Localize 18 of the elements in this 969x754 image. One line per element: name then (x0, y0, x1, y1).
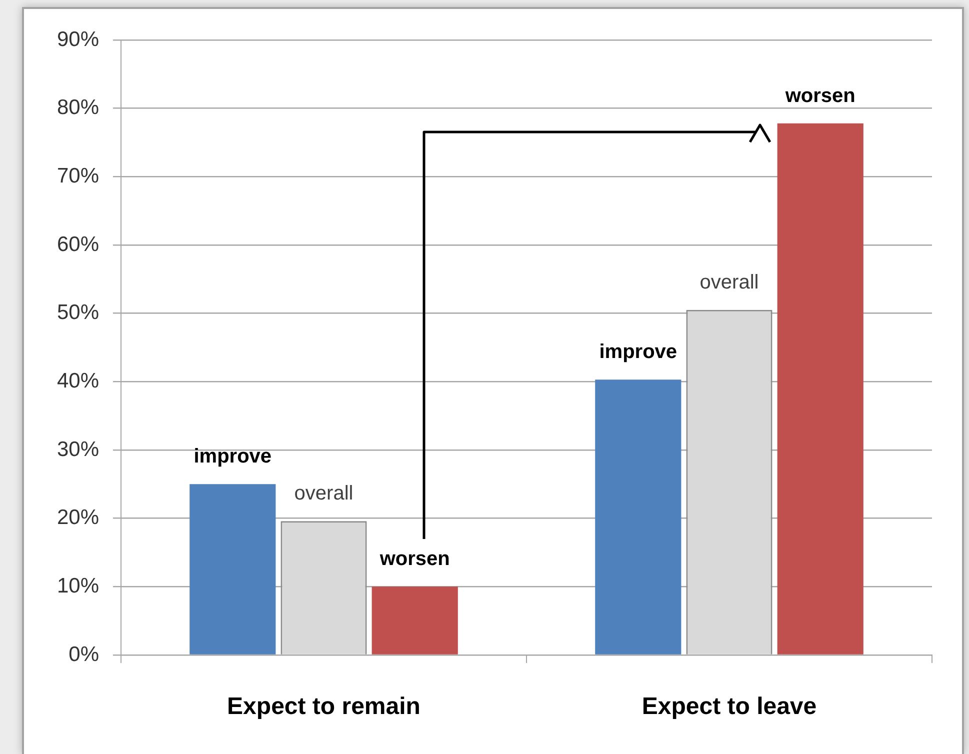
y-tick-label: 10% (56, 574, 99, 598)
y-tick-label: 50% (56, 301, 99, 324)
y-tick-label: 80% (56, 96, 99, 120)
x-tick-label: Expect to leave (642, 693, 817, 720)
y-tick-label: 20% (56, 506, 99, 530)
series-label: worsen (784, 84, 856, 107)
text: overall (294, 482, 354, 505)
y-tick-label: 90% (56, 28, 99, 51)
x-tick-label: Expect to remain (227, 693, 420, 720)
y-tick-label: 60% (56, 232, 99, 256)
text: worsen (380, 548, 450, 570)
series-label: improve (194, 446, 272, 468)
y-tick-label: 70% (56, 164, 99, 188)
y-tick-label: 30% (56, 438, 99, 461)
y-tick-label: 40% (56, 369, 99, 392)
text: improve (599, 341, 678, 364)
y-tick-label: 0% (68, 642, 99, 666)
series-label: overall (700, 271, 759, 294)
